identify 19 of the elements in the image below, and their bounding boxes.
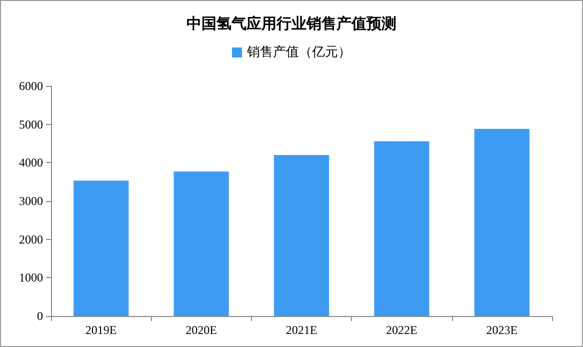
x-tick-label: 2022E xyxy=(386,323,418,337)
bar xyxy=(474,128,530,316)
bar xyxy=(74,180,129,316)
bar xyxy=(274,155,330,316)
y-tick-label: 0 xyxy=(37,309,43,323)
y-tick-label: 1000 xyxy=(19,270,43,285)
y-tick-label: 4000 xyxy=(19,156,43,170)
bar xyxy=(174,171,229,316)
y-tick-label: 6000 xyxy=(19,79,43,93)
chart-title: 中国氢气应用行业销售产值预测 xyxy=(186,14,396,32)
x-tick-label: 2021E xyxy=(286,323,318,337)
y-tick-label: 5000 xyxy=(19,117,43,132)
y-tick-label: 3000 xyxy=(19,194,43,208)
x-tick-label: 2020E xyxy=(186,323,217,337)
bar xyxy=(374,141,430,316)
x-tick-label: 2023E xyxy=(486,323,518,337)
legend-label: 销售产值（亿元） xyxy=(246,45,351,60)
x-tick-label: 2019E xyxy=(85,323,117,337)
y-tick-label: 2000 xyxy=(19,232,43,246)
